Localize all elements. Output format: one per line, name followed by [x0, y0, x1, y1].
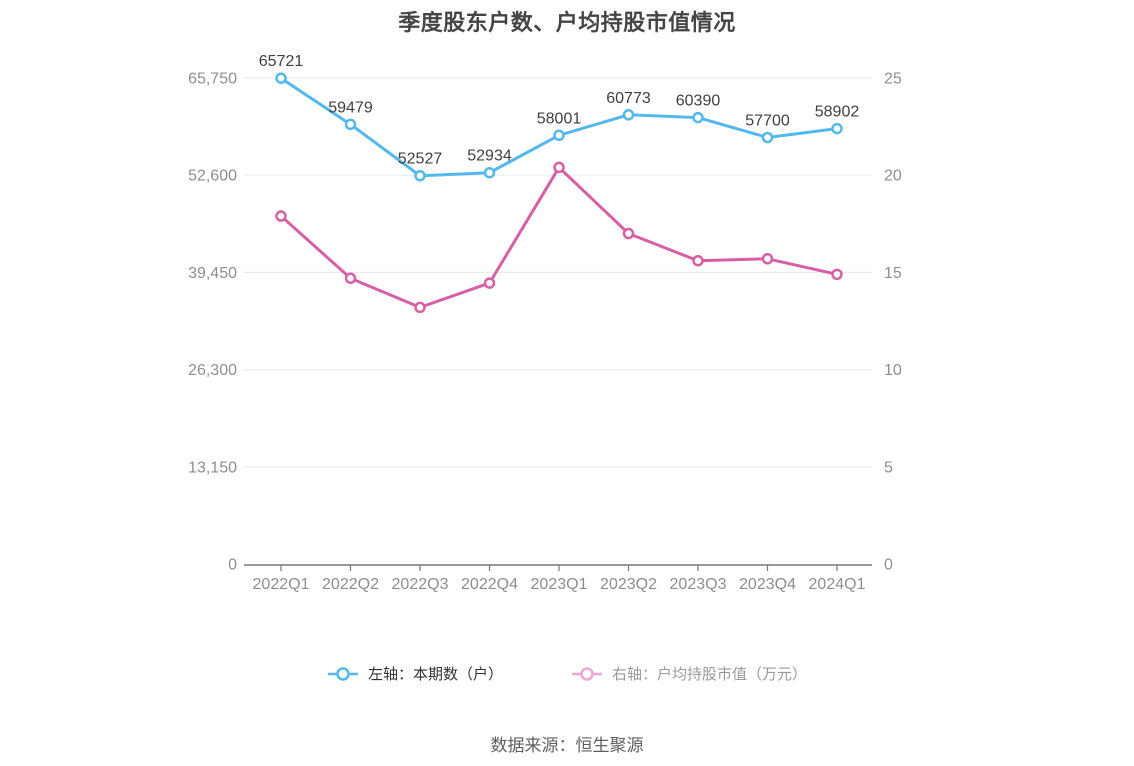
x-axis-label: 2024Q1: [809, 576, 866, 593]
data-point: [831, 268, 843, 281]
right-axis-label: 10: [884, 362, 902, 379]
data-source: 数据来源：恒生聚源: [490, 736, 644, 755]
data-point-label: 57700: [745, 113, 790, 130]
legend-circle-icon: [580, 666, 594, 681]
right-axis-label: 25: [884, 71, 902, 88]
right-axis-label: 5: [884, 459, 893, 476]
data-point: [622, 227, 635, 240]
data-point-label: 52934: [467, 148, 512, 165]
chart-legend: 左轴：本期数（户） 右轴：户均持股市值（万元）: [0, 663, 1134, 684]
x-axis-label: 2023Q3: [670, 576, 727, 593]
x-axis-label: 2023Q2: [600, 576, 657, 593]
legend-label-left-axis: 左轴：本期数（户）: [367, 666, 503, 683]
left-axis-label: 65,750: [188, 71, 237, 88]
data-point-label: 58902: [815, 104, 860, 121]
left-axis-label: 26,300: [188, 362, 237, 379]
data-point-label: 60773: [606, 90, 651, 107]
legend-item-shareholder-count[interactable]: 左轴：本期数（户）: [327, 663, 503, 684]
data-point: [414, 301, 426, 314]
data-point-label: 60390: [676, 93, 721, 110]
x-axis-label: 2023Q1: [531, 576, 588, 593]
data-point-label: 58001: [537, 110, 582, 127]
data-point: [344, 118, 357, 131]
data-point: [692, 254, 704, 267]
right-axis-label: 15: [884, 265, 902, 282]
data-point-label: 59479: [328, 99, 373, 116]
legend-circle-icon: [336, 666, 350, 681]
data-point: [761, 253, 774, 265]
data-point: [553, 161, 565, 174]
data-point: [761, 131, 774, 144]
legend-label-right-axis: 右轴：户均持股市值（万元）: [612, 666, 808, 683]
left-axis-label: 0: [228, 557, 237, 574]
left-axis-label: 52,600: [188, 168, 237, 185]
right-axis-label: 0: [884, 557, 893, 574]
chart-title: 季度股东户数、户均持股市值情况: [398, 10, 736, 35]
legend-marker-line-circle-icon: [327, 666, 358, 681]
right-axis-label: 20: [884, 168, 902, 185]
legend-item-market-value[interactable]: 右轴：户均持股市值（万元）: [571, 663, 807, 684]
x-axis-label: 2022Q3: [392, 576, 449, 593]
data-point: [483, 166, 496, 179]
legend-marker-line-circle-icon: [572, 666, 602, 681]
data-point-label: 52527: [398, 151, 443, 168]
data-point: [622, 109, 635, 121]
data-point: [275, 210, 287, 222]
data-point: [483, 277, 496, 289]
x-axis-label: 2022Q2: [322, 576, 379, 593]
data-point: [344, 272, 357, 284]
x-axis-label: 2023Q4: [739, 576, 796, 593]
data-point: [275, 72, 287, 84]
left-axis-label: 39,450: [188, 265, 237, 282]
data-point-label: 65721: [259, 53, 304, 70]
data-point: [692, 111, 704, 124]
data-point: [831, 122, 843, 135]
series-line: [279, 165, 839, 309]
data-point: [553, 129, 565, 142]
left-axis-label: 13,150: [188, 459, 237, 476]
data-point: [414, 169, 426, 182]
x-axis-label: 2022Q4: [461, 576, 518, 593]
x-axis-label: 2022Q1: [253, 576, 310, 593]
